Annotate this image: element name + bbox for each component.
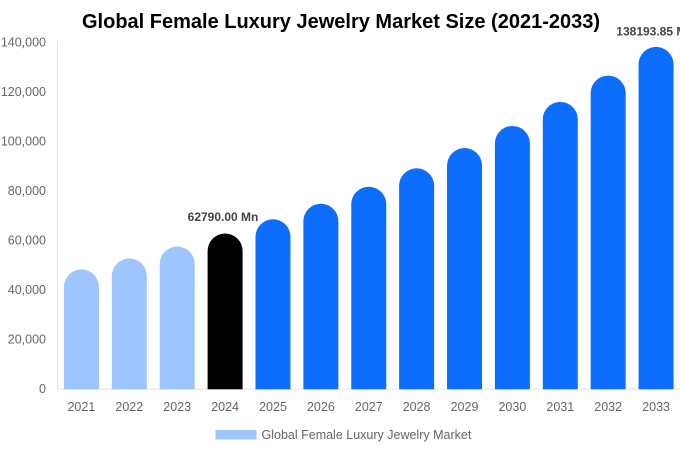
svg-text:2021: 2021 [67,400,95,414]
svg-text:2029: 2029 [451,400,479,414]
svg-text:2026: 2026 [307,400,335,414]
svg-text:2033: 2033 [642,400,670,414]
svg-text:138193.85 Mn: 138193.85 Mn [616,25,680,39]
svg-text:2025: 2025 [259,400,287,414]
svg-text:40,000: 40,000 [8,283,46,297]
svg-text:2028: 2028 [403,400,431,414]
svg-text:100,000: 100,000 [1,135,46,149]
svg-text:Global Female Luxury Jewelry M: Global Female Luxury Jewelry Market [262,428,472,442]
svg-text:2032: 2032 [594,400,622,414]
svg-text:120,000: 120,000 [1,85,46,99]
svg-text:2024: 2024 [211,400,239,414]
svg-text:2030: 2030 [498,400,526,414]
svg-text:20,000: 20,000 [8,333,46,347]
svg-text:2031: 2031 [546,400,574,414]
svg-text:2027: 2027 [355,400,383,414]
svg-text:2023: 2023 [163,400,191,414]
svg-text:Global Female Luxury Jewelry M: Global Female Luxury Jewelry Market Size… [82,11,600,33]
svg-text:62790.00 Mn: 62790.00 Mn [188,210,259,224]
svg-text:60,000: 60,000 [8,234,46,248]
svg-text:140,000: 140,000 [1,36,46,50]
svg-text:0: 0 [39,382,46,396]
svg-text:2022: 2022 [115,400,143,414]
svg-text:80,000: 80,000 [8,184,46,198]
